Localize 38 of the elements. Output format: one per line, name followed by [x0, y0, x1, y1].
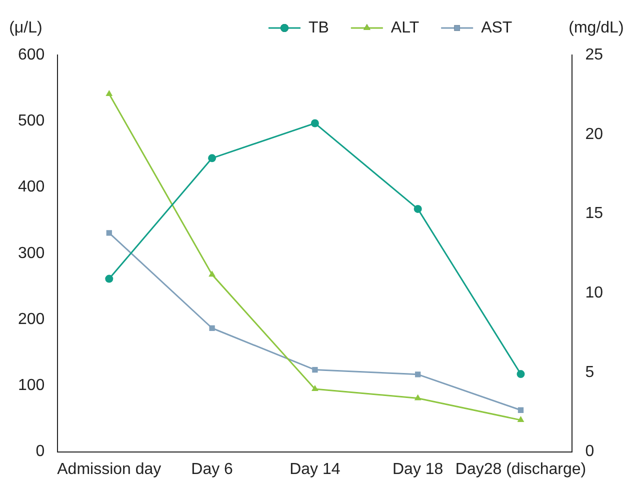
point [311, 384, 318, 391]
y-tick-label: 200 [18, 310, 45, 328]
y2-tick-label: 5 [585, 364, 594, 381]
y2-tick-label: 0 [585, 443, 594, 460]
point [209, 325, 215, 331]
point [106, 90, 113, 96]
x-tick-label: Day 6 [191, 460, 234, 478]
x-tick-label: Day28 (discharge) [455, 460, 586, 478]
point [415, 372, 421, 378]
point [310, 119, 319, 128]
point [106, 230, 112, 236]
y-axis-title: (μ/L) [9, 19, 42, 36]
y2-tick-label: 15 [585, 205, 604, 222]
y-tick-label: 100 [18, 377, 45, 394]
x-tick-label: Day 18 [392, 460, 444, 478]
point [312, 366, 318, 373]
point [518, 407, 524, 413]
point [105, 274, 114, 283]
point [516, 370, 525, 378]
y-tick-label: 300 [18, 244, 45, 262]
legend-label: TB [308, 19, 329, 36]
y-tick-label: 500 [18, 112, 45, 130]
point [414, 204, 422, 213]
legend-label: AST [481, 19, 512, 36]
y-tick-label: 400 [18, 178, 45, 196]
y-tick-label: 600 [18, 46, 45, 64]
y2-tick-label: 10 [585, 284, 604, 302]
y2-tick-label: 20 [585, 126, 604, 143]
point [517, 416, 524, 422]
y2-axis-title: (mg/dL) [568, 19, 624, 36]
legend-label: ALT [390, 19, 420, 36]
x-tick-label: Admission day [57, 460, 162, 478]
y2-tick-label: 25 [585, 46, 604, 64]
point [414, 394, 422, 400]
point [208, 154, 216, 162]
y-tick-label: 0 [36, 443, 45, 460]
point [208, 270, 216, 277]
x-tick-label: Day 14 [290, 460, 340, 478]
